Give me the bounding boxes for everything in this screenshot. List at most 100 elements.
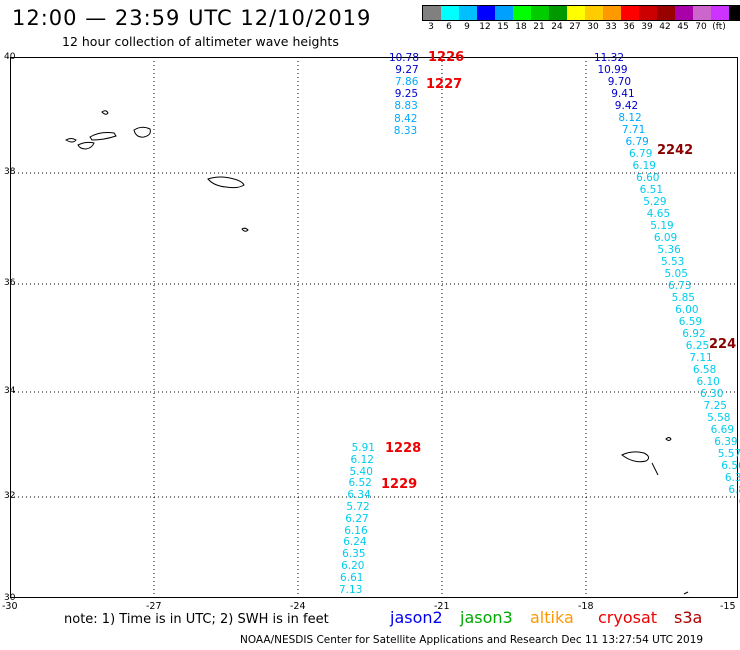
y-axis-label: 36	[4, 278, 16, 288]
legend-label: 45	[677, 22, 689, 32]
wave-height-value: 6.20	[341, 560, 365, 572]
wave-height-value: 8.42	[394, 112, 418, 125]
footer-note: note: 1) Time is in UTC; 2) SWH is in fe…	[64, 612, 329, 627]
wave-height-value: 5.05	[664, 268, 688, 280]
legend-swatch	[459, 6, 477, 20]
wave-height-value: 5.29	[643, 196, 667, 208]
coastline-islands	[65, 110, 689, 595]
wave-height-value: 8.33	[393, 124, 418, 137]
wave-height-value: 8.83	[394, 100, 418, 113]
legend-label: 36	[623, 22, 635, 32]
wave-height-value: 6.1	[715, 496, 740, 508]
legend-label: (ft)	[712, 22, 726, 32]
y-axis-label: 38	[4, 167, 16, 177]
wave-height-value: 5.53	[660, 256, 685, 268]
map-plot-area	[10, 57, 738, 598]
legend-swatch	[567, 6, 585, 20]
wave-height-value: 8.12	[618, 112, 642, 124]
wave-height-value: 6.39	[714, 436, 738, 448]
satellite-jason2-label: jason2	[390, 608, 443, 627]
wave-height-value: 6.27	[345, 512, 369, 525]
time-label: 1229	[381, 477, 418, 492]
wave-height-value: 7.25	[703, 400, 727, 412]
color-legend-bar	[422, 5, 740, 21]
satellite-jason3-label: jason3	[460, 608, 513, 627]
legend-label: 27	[569, 22, 581, 32]
wave-height-value: 7.11	[689, 352, 713, 364]
wave-height-value: 6.19	[632, 160, 656, 172]
wave-height-value: 6.73	[668, 280, 692, 292]
wave-height-value: 6.61	[340, 571, 364, 584]
legend-swatch	[603, 6, 621, 20]
wave-height-value: 6.30	[700, 388, 724, 400]
x-axis-label: -24	[290, 601, 306, 612]
wave-height-value: 6.	[719, 508, 740, 520]
wave-height-value: 5.40	[349, 465, 373, 478]
wave-height-value: 6.79	[629, 148, 653, 160]
wave-height-value: 6.58	[692, 364, 717, 376]
legend-swatch	[585, 6, 603, 20]
wave-height-value: 5.85	[671, 292, 695, 304]
x-axis-label: -15	[720, 601, 736, 612]
wave-height-value: 6.60	[636, 172, 660, 184]
wave-height-value: 6.16	[344, 524, 368, 537]
wave-height-value: 6	[726, 532, 740, 544]
wave-height-value: 4.65	[646, 208, 671, 220]
wave-height-value: 6.56	[721, 460, 740, 472]
wave-height-value: 6.59	[678, 316, 703, 328]
time-label: 1228	[385, 441, 422, 456]
satellite-s3a-label: s3a	[674, 608, 703, 627]
x-axis-label: -18	[578, 601, 594, 612]
legend-swatch	[639, 6, 657, 20]
wave-height-value: 5.58	[707, 412, 731, 424]
wave-height-value: 5.57	[717, 448, 740, 460]
legend-swatch	[441, 6, 459, 20]
legend-swatch	[423, 6, 441, 20]
time-label: 224	[709, 337, 737, 352]
legend-swatch	[711, 6, 729, 20]
legend-swatch	[729, 6, 740, 20]
time-label: 2242	[657, 143, 694, 158]
legend-swatch	[477, 6, 495, 20]
color-legend-labels: 3 6 9 12 15 18 21 24 27 30 33 36 39 42 45 70 (ft)	[422, 22, 728, 32]
page-title: 12:00 — 23:59 UTC 12/10/2019	[12, 6, 372, 30]
wave-height-value: 6.34	[347, 489, 371, 502]
wave-height-value: 7.86	[395, 76, 419, 89]
legend-label: 42	[659, 22, 671, 32]
page-subtitle: 12 hour collection of altimeter wave hei…	[62, 34, 339, 49]
wave-height-value: 6.51	[639, 184, 664, 196]
wave-height-value: 5.19	[650, 220, 674, 232]
wave-height-value: 6.92	[682, 328, 706, 340]
legend-label: 70	[695, 22, 707, 32]
y-axis-label: 34	[4, 386, 16, 396]
wave-height-value: 6.10	[696, 376, 720, 388]
wave-height-value: 7.13	[339, 583, 363, 596]
wave-height-value: 9.27	[395, 64, 419, 77]
legend-swatch	[495, 6, 513, 20]
wave-height-value: 6.38	[724, 472, 740, 484]
satellite-cryosat-label: cryosat	[598, 608, 658, 627]
wave-height-value: 9.25	[394, 88, 419, 101]
wave-height-value: 9.42	[614, 100, 639, 112]
legend-label: 12	[479, 22, 491, 32]
wave-height-value: 5.91	[351, 442, 375, 454]
legend-swatch	[675, 6, 693, 20]
legend-label: 15	[497, 22, 509, 32]
time-label: 1226	[428, 50, 465, 65]
legend-label: 9	[464, 22, 470, 32]
y-axis-label: 32	[4, 491, 16, 501]
legend-swatch	[657, 6, 675, 20]
legend-label: 30	[587, 22, 599, 32]
wave-height-value: 6.35	[342, 548, 366, 561]
legend-label: 18	[515, 22, 527, 32]
x-axis-label: -30	[2, 601, 18, 612]
wave-height-value: 6.09	[653, 232, 678, 244]
wave-height-value: 11.32	[593, 52, 624, 64]
legend-label: 3	[428, 22, 434, 32]
graticule	[10, 57, 738, 598]
x-axis-label: -21	[434, 601, 450, 612]
credit-line: NOAA/NESDIS Center for Satellite Applica…	[240, 634, 704, 646]
legend-label: 33	[605, 22, 617, 32]
legend-swatch	[513, 6, 531, 20]
legend-label: 21	[533, 22, 545, 32]
